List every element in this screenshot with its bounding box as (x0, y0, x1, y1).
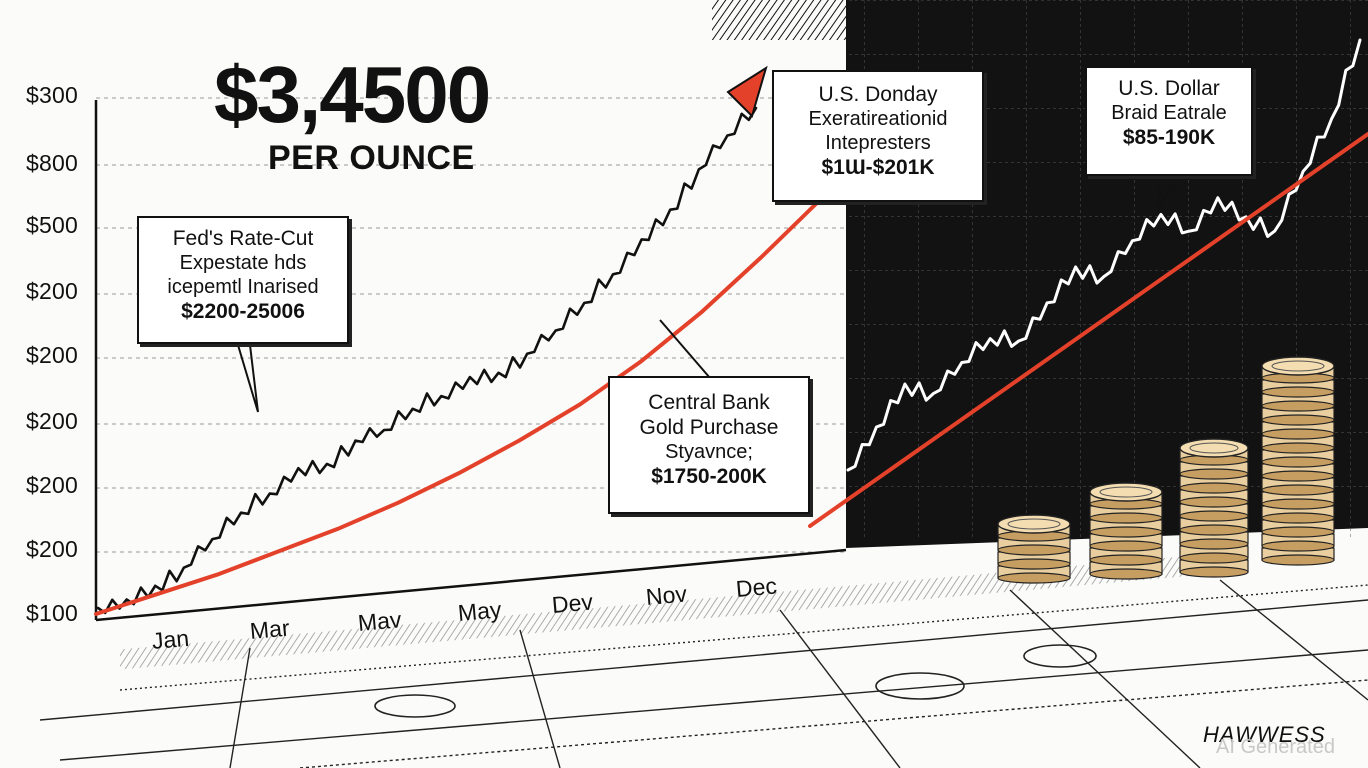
coin-stack (1089, 482, 1163, 580)
y-tick-label: $800 (26, 150, 78, 176)
y-tick-label: $200 (26, 408, 78, 434)
callout-central-bank: Central Bank Gold Purchase Styavnce; $17… (608, 376, 810, 514)
callout-line: $2200-25006 (181, 300, 305, 324)
x-tick-label: Nov (644, 580, 688, 610)
callout-line: Braid Eatrale (1111, 102, 1227, 125)
y-tick-label: $200 (26, 472, 78, 498)
price-series-line (96, 106, 758, 615)
price-unit: PER OUNCE (268, 139, 475, 177)
callout-us-dollar: U.S. Dollar Braid Eatrale $85-190K (1085, 66, 1253, 176)
floor-grid (39, 553, 1368, 768)
trend-arrow-icon (726, 65, 768, 118)
x-tick-label: Jan (150, 624, 191, 654)
y-tick-label: $100 (26, 600, 78, 626)
x-tick-label: Mar (248, 614, 291, 644)
price-title: $3,4500 (214, 50, 491, 139)
trend-line (808, 132, 1368, 528)
floor-coins (374, 644, 1097, 718)
y-tick-label: $200 (26, 278, 78, 304)
callout-line: Gold Purchase (639, 416, 779, 440)
ai-generated-label: AI Generated (1216, 736, 1335, 758)
y-tick-label: $200 (26, 536, 78, 562)
y-tick-label: $500 (26, 212, 78, 238)
x-tick-label: Dev (550, 588, 594, 618)
coin-stack (997, 514, 1071, 584)
callout-line: Fed's Rate-Cut (172, 227, 314, 250)
coin-stack (1261, 356, 1335, 566)
x-tick-label: Dec (734, 572, 778, 602)
artist-signature: HAWWESS (1203, 722, 1326, 747)
x-tick-label: May (456, 596, 503, 626)
y-tick-label: $200 (26, 342, 78, 368)
callout-line: Intepresters (825, 132, 931, 155)
callout-us-donday: U.S. Donday Exeratireationid Inteprester… (772, 70, 984, 202)
series-group (94, 38, 1368, 616)
callout-line: Central Bank (648, 391, 770, 414)
callout-line: U.S. Dollar (1118, 77, 1220, 100)
trend-line (94, 196, 824, 616)
price-series-line (846, 38, 1362, 472)
callout-line: U.S. Donday (818, 83, 938, 106)
coin-stack (1179, 438, 1249, 578)
callout-line: $1750-200K (651, 465, 767, 489)
x-tick-label: Mav (356, 606, 403, 636)
callout-fed-rate-cut: Fed's Rate-Cut Expestate hds icepemtl In… (137, 216, 349, 344)
y-tick-label: $300 (26, 82, 78, 108)
callout-line: Exeratireationid (808, 108, 948, 131)
coin-stacks (997, 356, 1335, 584)
axes (94, 100, 847, 622)
callout-line: Expestate hds (179, 252, 307, 275)
callout-line: $85-190K (1122, 126, 1216, 150)
callout-line: icepemtl Inarised (167, 276, 319, 299)
callout-pointers (237, 184, 1173, 413)
callout-line: $1Ɯ-$201K (821, 156, 935, 180)
callout-line: Styavnce; (665, 441, 753, 464)
